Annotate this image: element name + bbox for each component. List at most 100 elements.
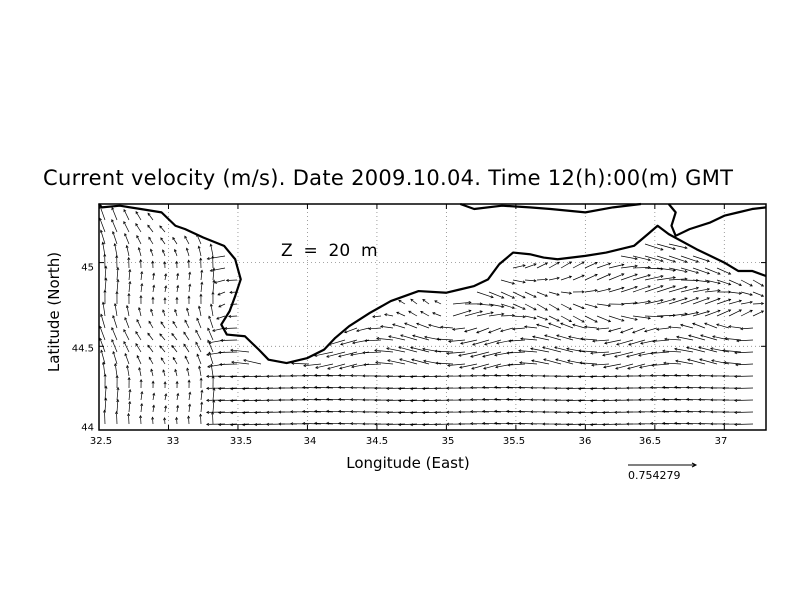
velocity-arrow-head bbox=[511, 306, 516, 310]
velocity-arrow-head bbox=[471, 366, 475, 370]
velocity-arrow-head bbox=[116, 278, 120, 283]
velocity-arrow-head bbox=[717, 281, 721, 285]
velocity-arrow bbox=[680, 287, 699, 293]
velocity-arrow-head bbox=[566, 399, 570, 403]
velocity-arrow-head bbox=[111, 326, 115, 331]
velocity-arrow-head bbox=[278, 374, 282, 378]
velocity-arrow-head bbox=[686, 346, 690, 350]
velocity-arrow-head bbox=[579, 361, 583, 365]
velocity-arrow bbox=[578, 375, 598, 378]
velocity-arrow-head bbox=[674, 373, 678, 377]
velocity-arrow-head bbox=[436, 337, 440, 341]
velocity-arrow-head bbox=[208, 351, 212, 355]
velocity-arrow-head bbox=[123, 208, 127, 213]
velocity-arrow bbox=[314, 351, 334, 357]
velocity-arrow bbox=[752, 279, 764, 287]
velocity-arrow bbox=[632, 327, 646, 334]
velocity-arrow-head bbox=[567, 359, 571, 363]
velocity-arrow-head bbox=[152, 404, 156, 408]
velocity-arrow bbox=[662, 350, 682, 353]
velocity-arrow bbox=[494, 374, 514, 377]
velocity-arrow bbox=[344, 327, 358, 333]
velocity-arrow bbox=[494, 351, 514, 356]
velocity-arrow-head bbox=[399, 358, 403, 362]
velocity-arrow-head bbox=[520, 337, 524, 341]
velocity-arrow bbox=[160, 357, 166, 365]
velocity-arrow bbox=[722, 350, 742, 353]
velocity-arrow bbox=[384, 313, 394, 317]
velocity-arrow-head bbox=[152, 392, 156, 396]
velocity-arrow bbox=[656, 298, 676, 305]
velocity-arrow-head bbox=[135, 211, 139, 215]
velocity-arrow-head bbox=[695, 270, 700, 274]
velocity-arrow bbox=[728, 300, 742, 305]
velocity-arrow-head bbox=[602, 375, 606, 379]
velocity-arrow bbox=[572, 261, 585, 269]
velocity-arrow-head bbox=[554, 346, 558, 350]
velocity-arrow bbox=[392, 323, 406, 329]
velocity-arrow bbox=[616, 339, 634, 346]
velocity-arrow bbox=[676, 336, 694, 341]
velocity-arrow bbox=[104, 410, 106, 425]
velocity-arrow bbox=[242, 423, 262, 426]
velocity-arrow-head bbox=[339, 366, 343, 370]
depth-label: Z = 20 m bbox=[281, 241, 378, 261]
velocity-arrow-head bbox=[206, 353, 210, 357]
velocity-arrow bbox=[728, 326, 742, 329]
velocity-arrow-head bbox=[542, 398, 546, 402]
velocity-arrow-head bbox=[206, 398, 210, 402]
velocity-arrow bbox=[452, 310, 472, 317]
velocity-arrow-head bbox=[638, 422, 642, 426]
velocity-arrow-head bbox=[410, 346, 414, 350]
velocity-arrow-head bbox=[197, 245, 201, 249]
velocity-arrow-head bbox=[458, 374, 462, 378]
velocity-arrow-head bbox=[706, 310, 711, 314]
velocity-arrow-head bbox=[374, 422, 378, 426]
velocity-arrow bbox=[644, 243, 664, 251]
velocity-arrow-head bbox=[217, 292, 221, 296]
velocity-arrow-head bbox=[506, 351, 510, 355]
velocity-arrow-head bbox=[686, 385, 690, 389]
velocity-arrow-head bbox=[608, 329, 612, 333]
velocity-arrow-head bbox=[634, 264, 638, 268]
velocity-arrow-head bbox=[470, 354, 474, 358]
velocity-arrow bbox=[651, 363, 670, 366]
velocity-arrow-head bbox=[172, 320, 176, 325]
velocity-arrow bbox=[512, 327, 526, 330]
velocity-arrow-head bbox=[302, 385, 306, 389]
velocity-arrow-head bbox=[686, 373, 690, 377]
velocity-arrow-head bbox=[128, 388, 132, 393]
velocity-arrow-head bbox=[368, 327, 372, 331]
velocity-arrow-head bbox=[596, 327, 600, 331]
velocity-arrow-head bbox=[695, 311, 700, 315]
velocity-arrow-head bbox=[568, 275, 573, 279]
velocity-arrow bbox=[447, 363, 466, 366]
velocity-arrow-head bbox=[662, 421, 666, 425]
velocity-arrow-head bbox=[362, 351, 366, 355]
velocity-arrow-head bbox=[372, 315, 376, 319]
velocity-arrow-head bbox=[506, 385, 510, 389]
velocity-arrow-head bbox=[706, 297, 711, 301]
velocity-arrow-head bbox=[638, 386, 642, 390]
velocity-arrow-head bbox=[242, 411, 246, 415]
velocity-arrow-head bbox=[174, 308, 178, 313]
velocity-arrow-head bbox=[590, 387, 594, 391]
velocity-arrow-head bbox=[590, 375, 594, 379]
velocity-arrow bbox=[102, 242, 106, 257]
velocity-arrow bbox=[680, 324, 694, 329]
velocity-arrow bbox=[198, 366, 202, 377]
velocity-arrow bbox=[506, 386, 526, 389]
velocity-arrow-head bbox=[483, 366, 487, 370]
velocity-arrow-head bbox=[410, 375, 414, 379]
velocity-arrow-head bbox=[717, 289, 721, 293]
velocity-arrow bbox=[399, 358, 418, 365]
velocity-arrow-head bbox=[398, 375, 402, 379]
velocity-arrow bbox=[111, 219, 118, 233]
velocity-arrow bbox=[230, 387, 250, 390]
velocity-arrow-head bbox=[695, 297, 700, 301]
velocity-arrow-head bbox=[495, 365, 499, 369]
velocity-arrow-head bbox=[404, 322, 408, 326]
velocity-arrow bbox=[114, 243, 118, 257]
velocity-arrow-head bbox=[188, 283, 192, 287]
velocity-arrow-head bbox=[338, 385, 342, 389]
